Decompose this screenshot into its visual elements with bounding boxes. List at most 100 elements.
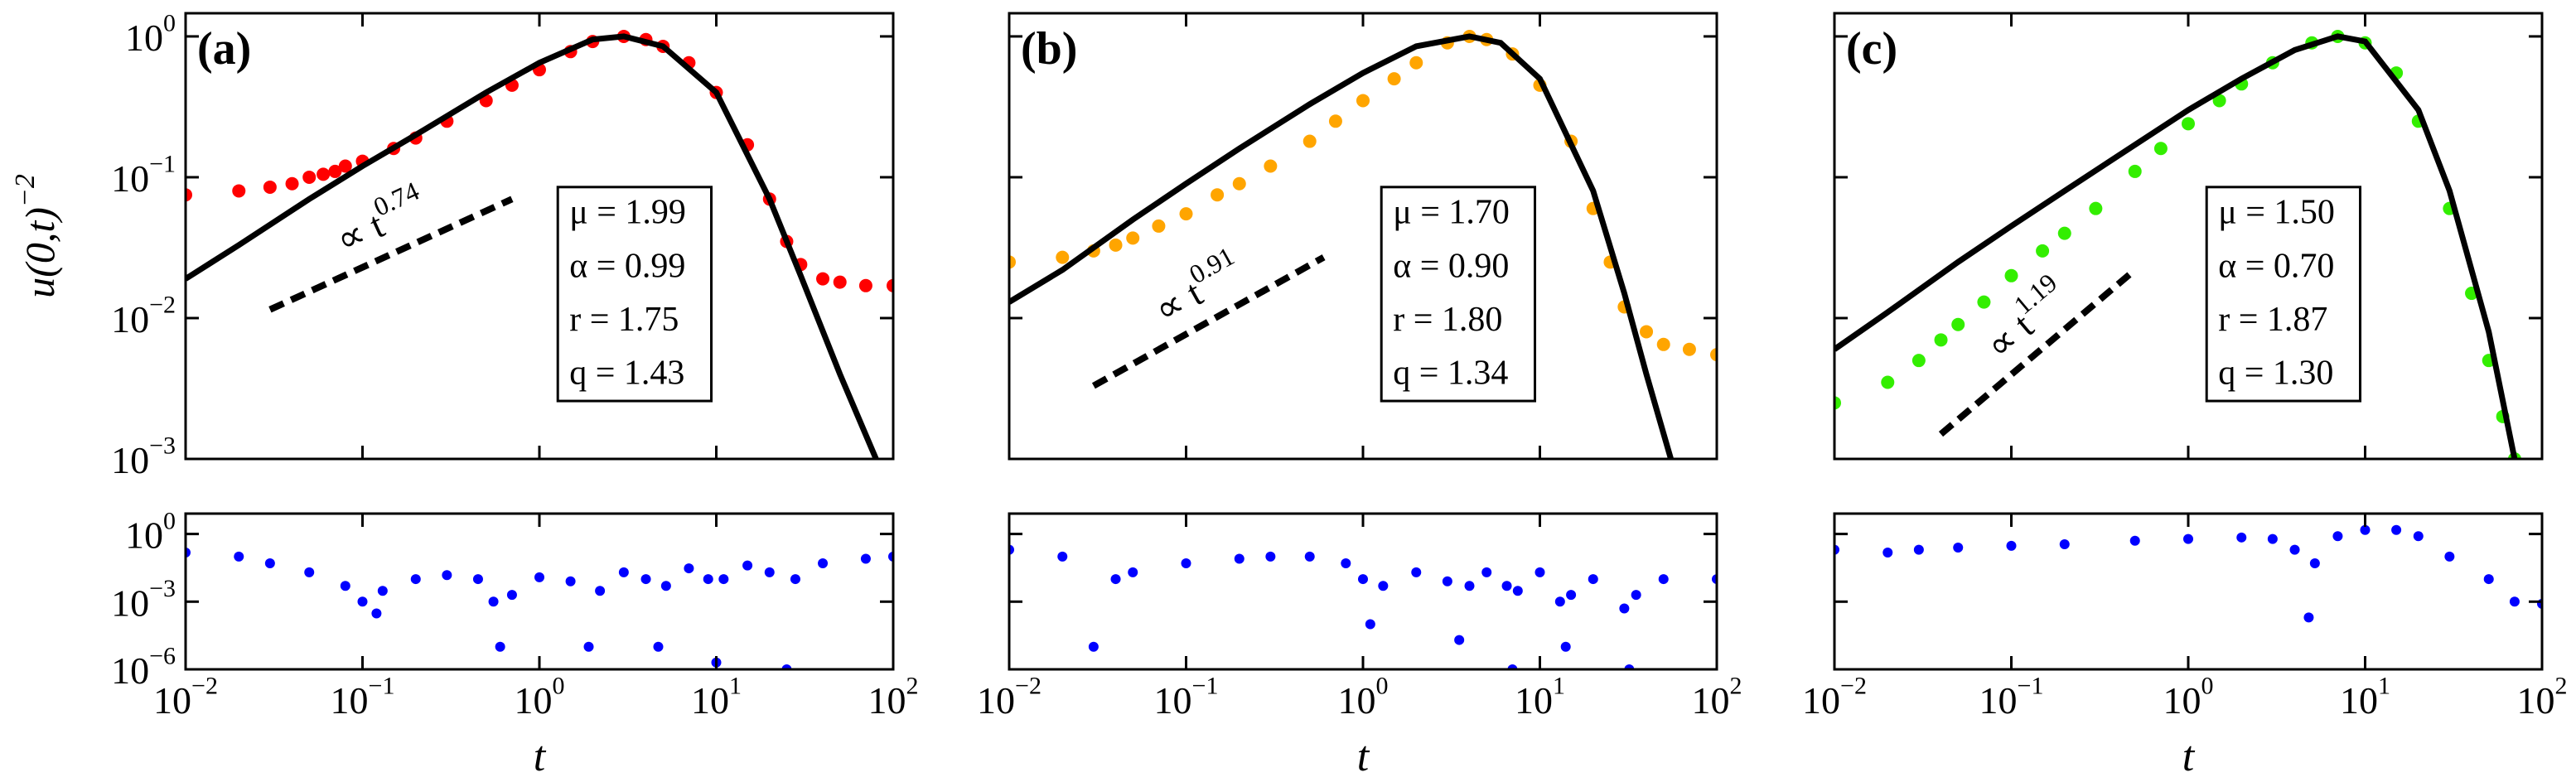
- data-point: [302, 170, 317, 184]
- data-point: [2183, 533, 2193, 544]
- parameter: μ = 1.99: [569, 194, 686, 232]
- parameter: μ = 1.50: [2218, 194, 2335, 232]
- data-point: [640, 574, 651, 585]
- x-tick-label-exponent: 0: [1376, 673, 1389, 700]
- y-tick-label-exponent: −3: [149, 432, 176, 460]
- data-point: [703, 574, 713, 585]
- data-point: [1109, 238, 1123, 252]
- guide-line: [1091, 254, 1326, 389]
- x-tick-label-base: 10: [2517, 679, 2555, 722]
- data-point: [2444, 551, 2455, 562]
- data-point: [2267, 533, 2278, 544]
- data-point: [1560, 641, 1571, 652]
- data-point: [1128, 567, 1138, 577]
- data-point: [1411, 567, 1422, 577]
- y-axis-label-exponent: −2: [10, 174, 41, 207]
- data-point: [1977, 295, 1991, 309]
- y-tick-label: 10−1: [111, 151, 176, 200]
- data-point: [1110, 574, 1121, 585]
- y-tick-label-base: 10: [111, 582, 149, 624]
- data-point: [1387, 72, 1401, 86]
- data-point: [2289, 544, 2300, 555]
- data-point: [2413, 531, 2424, 542]
- data-point: [2483, 574, 2494, 585]
- data-point: [2059, 539, 2070, 550]
- x-tick-label-exponent: 2: [906, 673, 919, 700]
- data-point: [1304, 551, 1315, 562]
- x-tick-label: 100: [2163, 673, 2214, 722]
- annotation: ∝ t0.74: [326, 176, 432, 261]
- x-tick-label: 102: [2517, 673, 2568, 722]
- data-point: [1501, 581, 1512, 591]
- data-point: [1710, 348, 1717, 362]
- data-point: [1378, 581, 1389, 591]
- data-point: [1640, 325, 1654, 339]
- x-axis-label: t: [1357, 733, 1370, 780]
- data-point: [328, 164, 342, 178]
- data-point: [442, 570, 452, 581]
- parameter: α = 0.70: [2218, 247, 2334, 285]
- y-tick-label: 100: [125, 507, 176, 556]
- parameter-box: [556, 186, 713, 403]
- y-tick-label-exponent: −1: [149, 151, 176, 178]
- data-point: [816, 272, 830, 286]
- x-axis-label: t: [534, 733, 547, 780]
- data-point: [1365, 619, 1375, 630]
- data-point: [371, 608, 382, 619]
- x-tick-label-exponent: 0: [2201, 673, 2214, 700]
- data-point: [1356, 94, 1370, 108]
- y-tick-label-exponent: −3: [149, 575, 176, 602]
- y-tick-label-base: 10: [111, 157, 149, 200]
- data-point: [1009, 255, 1016, 269]
- data-point: [1302, 134, 1317, 148]
- annotation: ∝ t1.19: [1972, 268, 2076, 367]
- data-point: [1442, 576, 1452, 586]
- data-point: [860, 553, 871, 564]
- x-tick-label-base: 10: [1515, 679, 1553, 722]
- data-point: [264, 558, 275, 569]
- x-tick-label-exponent: 1: [1553, 673, 1565, 700]
- parameter: r = 1.80: [1393, 301, 1502, 339]
- data-point: [1211, 188, 1225, 202]
- x-tick-label-exponent: 0: [553, 673, 565, 700]
- plot-area: [1834, 29, 2521, 459]
- parameter: r = 1.75: [569, 301, 679, 339]
- parameter: μ = 1.70: [1393, 194, 1510, 232]
- x-tick-label: 10−2: [1802, 673, 1867, 722]
- x-tick-label-exponent: −2: [1015, 673, 1042, 700]
- data-point: [595, 586, 606, 596]
- data-point: [1619, 603, 1630, 614]
- data-point: [1057, 551, 1068, 562]
- y-tick-label-base: 10: [111, 439, 149, 481]
- data-point: [790, 574, 800, 585]
- data-point: [2360, 524, 2371, 535]
- x-tick-label: 102: [1692, 673, 1742, 722]
- data-point: [2128, 164, 2142, 178]
- x-tick-label: 10−1: [1154, 673, 1219, 722]
- data-point: [1179, 207, 1193, 221]
- fit-line: [1834, 33, 2518, 459]
- data-point: [583, 641, 594, 652]
- y-tick-label-exponent: −2: [149, 292, 176, 319]
- data-point: [1232, 176, 1246, 191]
- data-point: [2509, 596, 2520, 607]
- data-point: [1088, 641, 1099, 652]
- axes-frame: [184, 512, 895, 671]
- data-point: [1934, 333, 1948, 347]
- annotation: ∝ t0.91: [1143, 241, 1249, 331]
- axes-frame: [1833, 12, 2544, 461]
- data-point: [818, 558, 829, 569]
- data-point: [1631, 590, 1641, 601]
- x-tick-label-base: 10: [515, 679, 553, 722]
- y-tick-label: 10−3: [111, 432, 176, 481]
- data-point: [653, 641, 664, 652]
- parameter-box: [2205, 186, 2362, 403]
- y-axis-label-base: u(0,t): [17, 207, 63, 298]
- data-point: [377, 586, 388, 596]
- parameter: r = 1.87: [2218, 301, 2327, 339]
- data-point: [1882, 548, 1893, 558]
- plot-area: [1009, 544, 1717, 669]
- parameter-box: [1380, 186, 1537, 403]
- fit-line: [186, 33, 879, 459]
- x-tick-label: 101: [1515, 673, 1565, 722]
